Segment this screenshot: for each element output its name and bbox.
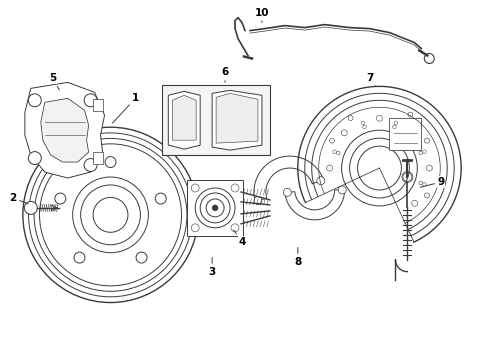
Polygon shape bbox=[41, 98, 88, 162]
Circle shape bbox=[424, 138, 428, 143]
Circle shape bbox=[407, 112, 412, 117]
Circle shape bbox=[426, 165, 431, 171]
Circle shape bbox=[332, 150, 336, 153]
Circle shape bbox=[418, 181, 422, 185]
Circle shape bbox=[283, 188, 291, 196]
Polygon shape bbox=[172, 95, 196, 140]
Polygon shape bbox=[285, 190, 344, 220]
Circle shape bbox=[230, 184, 239, 192]
Circle shape bbox=[376, 115, 382, 121]
Circle shape bbox=[361, 121, 364, 125]
Circle shape bbox=[105, 157, 116, 167]
Circle shape bbox=[55, 193, 66, 204]
Text: 4: 4 bbox=[233, 230, 245, 247]
Circle shape bbox=[93, 197, 128, 232]
Circle shape bbox=[326, 165, 332, 171]
Polygon shape bbox=[168, 91, 200, 149]
Circle shape bbox=[424, 193, 428, 198]
Circle shape bbox=[249, 126, 254, 131]
Circle shape bbox=[230, 224, 239, 232]
Polygon shape bbox=[253, 156, 323, 201]
Circle shape bbox=[316, 177, 324, 185]
Bar bbox=[92, 99, 102, 111]
Circle shape bbox=[231, 121, 236, 126]
Circle shape bbox=[341, 130, 346, 136]
Text: 9: 9 bbox=[419, 177, 444, 187]
Circle shape bbox=[155, 193, 166, 204]
Text: 7: 7 bbox=[365, 73, 375, 86]
Bar bbox=[92, 152, 102, 164]
Circle shape bbox=[362, 125, 366, 129]
Polygon shape bbox=[388, 118, 421, 150]
Circle shape bbox=[424, 54, 433, 63]
Polygon shape bbox=[25, 82, 104, 178]
Circle shape bbox=[136, 252, 147, 263]
Circle shape bbox=[336, 151, 339, 155]
Circle shape bbox=[392, 125, 395, 129]
Circle shape bbox=[84, 159, 97, 171]
Text: 2: 2 bbox=[9, 193, 28, 204]
Text: 10: 10 bbox=[254, 8, 268, 23]
Circle shape bbox=[347, 116, 352, 121]
Circle shape bbox=[411, 130, 417, 136]
Text: 3: 3 bbox=[208, 257, 215, 276]
Polygon shape bbox=[212, 90, 262, 150]
Circle shape bbox=[253, 197, 262, 204]
Circle shape bbox=[191, 224, 199, 232]
Circle shape bbox=[24, 201, 37, 214]
Circle shape bbox=[28, 152, 41, 165]
Circle shape bbox=[338, 186, 346, 194]
Circle shape bbox=[422, 183, 426, 186]
Circle shape bbox=[411, 200, 417, 206]
Text: 5: 5 bbox=[49, 73, 59, 90]
Circle shape bbox=[84, 94, 97, 107]
Circle shape bbox=[28, 94, 41, 107]
Circle shape bbox=[221, 107, 226, 112]
Text: 8: 8 bbox=[294, 248, 301, 267]
Circle shape bbox=[418, 151, 422, 155]
Circle shape bbox=[191, 184, 199, 192]
Circle shape bbox=[74, 252, 85, 263]
FancyBboxPatch shape bbox=[187, 180, 243, 236]
Text: 1: 1 bbox=[112, 93, 139, 123]
Bar bbox=[162, 85, 269, 155]
Circle shape bbox=[422, 150, 426, 153]
Circle shape bbox=[212, 205, 218, 211]
Polygon shape bbox=[216, 93, 258, 143]
Circle shape bbox=[241, 109, 246, 114]
Circle shape bbox=[393, 121, 397, 125]
Circle shape bbox=[329, 138, 334, 143]
Text: 6: 6 bbox=[221, 67, 228, 82]
